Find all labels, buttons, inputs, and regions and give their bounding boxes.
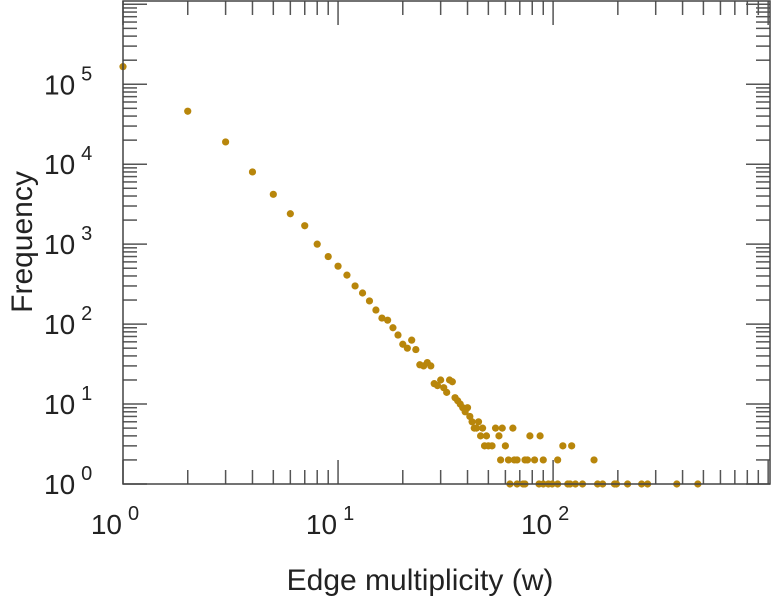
data-point [343,271,351,279]
data-point [488,442,496,450]
data-point [536,432,544,440]
data-points [119,63,702,488]
data-point [472,424,481,432]
data-point [497,456,505,464]
data-point [504,456,513,464]
data-point [184,107,192,115]
data-point [313,240,321,248]
data-point [324,252,332,261]
data-point [482,432,491,440]
data-point [394,331,402,339]
data-point [478,424,487,432]
data-point [403,344,411,352]
data-point [358,289,367,297]
x-axis-label: Edge multiplicity (w) [287,564,554,597]
data-point [523,456,532,464]
data-point [269,190,277,198]
data-point [474,418,483,426]
data-point [378,314,386,322]
data-point [468,418,476,426]
data-point [568,442,576,450]
y-tick-label: 10 5 [44,63,92,100]
data-point [351,282,359,290]
data-point [498,424,506,432]
data-point [301,222,309,230]
data-point [372,306,380,314]
data-point [590,456,598,464]
data-point [248,168,257,176]
data-point [539,456,547,464]
y-tick-label: 10 3 [44,223,92,260]
data-point [408,336,416,344]
plot-frame [122,0,771,485]
axis-ticks [122,1,770,485]
data-point [384,316,392,324]
data-point [530,456,539,464]
x-tick-label: 10 1 [306,503,354,540]
data-point [559,442,567,450]
data-point [365,297,374,305]
data-point [463,404,472,412]
data-point [427,362,435,370]
data-point [389,324,397,332]
data-point [437,376,445,384]
data-point [526,432,534,440]
y-tick-label: 10 1 [44,383,92,420]
y-axis-label: Frequency [6,171,39,313]
data-point [286,210,294,218]
data-point [495,432,503,440]
data-point [433,382,442,390]
data-point [476,432,485,440]
data-point [513,456,521,464]
tick-labels: 10 0 10 1 10 2 10 0 10 1 10 2 10 3 10 4 10 5 [44,63,569,540]
x-tick-label: 10 2 [521,503,569,540]
y-tick-label: 10 0 [44,463,92,500]
data-point [448,378,456,386]
data-point [501,442,509,450]
data-point [412,345,420,354]
data-point [222,138,230,146]
data-point [334,262,342,270]
data-point [491,424,500,432]
data-point [443,388,451,396]
x-tick-label: 10 0 [91,503,139,540]
data-point [509,424,517,432]
y-tick-label: 10 2 [44,303,92,340]
y-tick-label: 10 4 [44,143,92,180]
data-point [554,456,562,464]
